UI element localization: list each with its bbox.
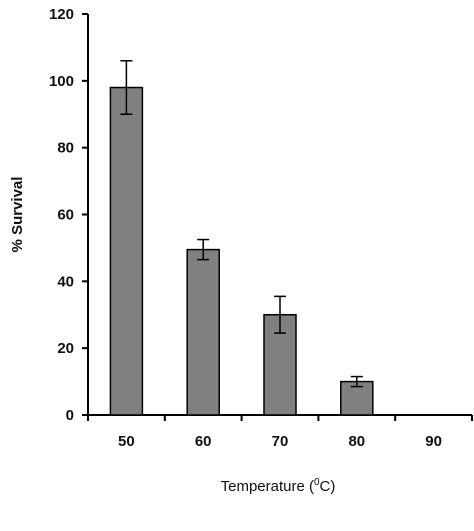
x-tick-label: 70 [272,433,289,450]
y-tick-label: 100 [49,73,74,90]
error-bars [120,60,363,388]
y-tick-label: 20 [57,340,74,357]
y-tick-label: 80 [57,140,74,157]
y-ticks: 0 20 40 60 80 100 120 [49,6,88,424]
bars [109,86,374,416]
x-axis-title: Temperature (0C) [221,477,336,495]
x-axis-title-text: Temperature ( [221,478,314,495]
y-tick-label: 40 [57,273,74,290]
bar [109,86,144,416]
y-tick-label: 0 [66,407,74,424]
x-axis-title-suffix: C) [320,478,336,495]
x-tick-label: 60 [195,433,212,450]
bar [186,248,220,416]
x-tick-label: 80 [348,433,365,450]
x-ticks: 50 60 70 80 90 [87,415,473,450]
y-axis-title: % Survival [9,177,26,253]
y-tick-label: 120 [49,6,74,23]
bar-chart: 0 20 40 60 80 100 120 50 60 70 80 90 % Survival Te… [9,6,473,495]
x-axis-title-superscript: 0 [314,477,320,488]
y-tick-label: 60 [57,207,74,224]
x-tick-label: 50 [118,433,135,450]
x-tick-label: 90 [425,433,442,450]
